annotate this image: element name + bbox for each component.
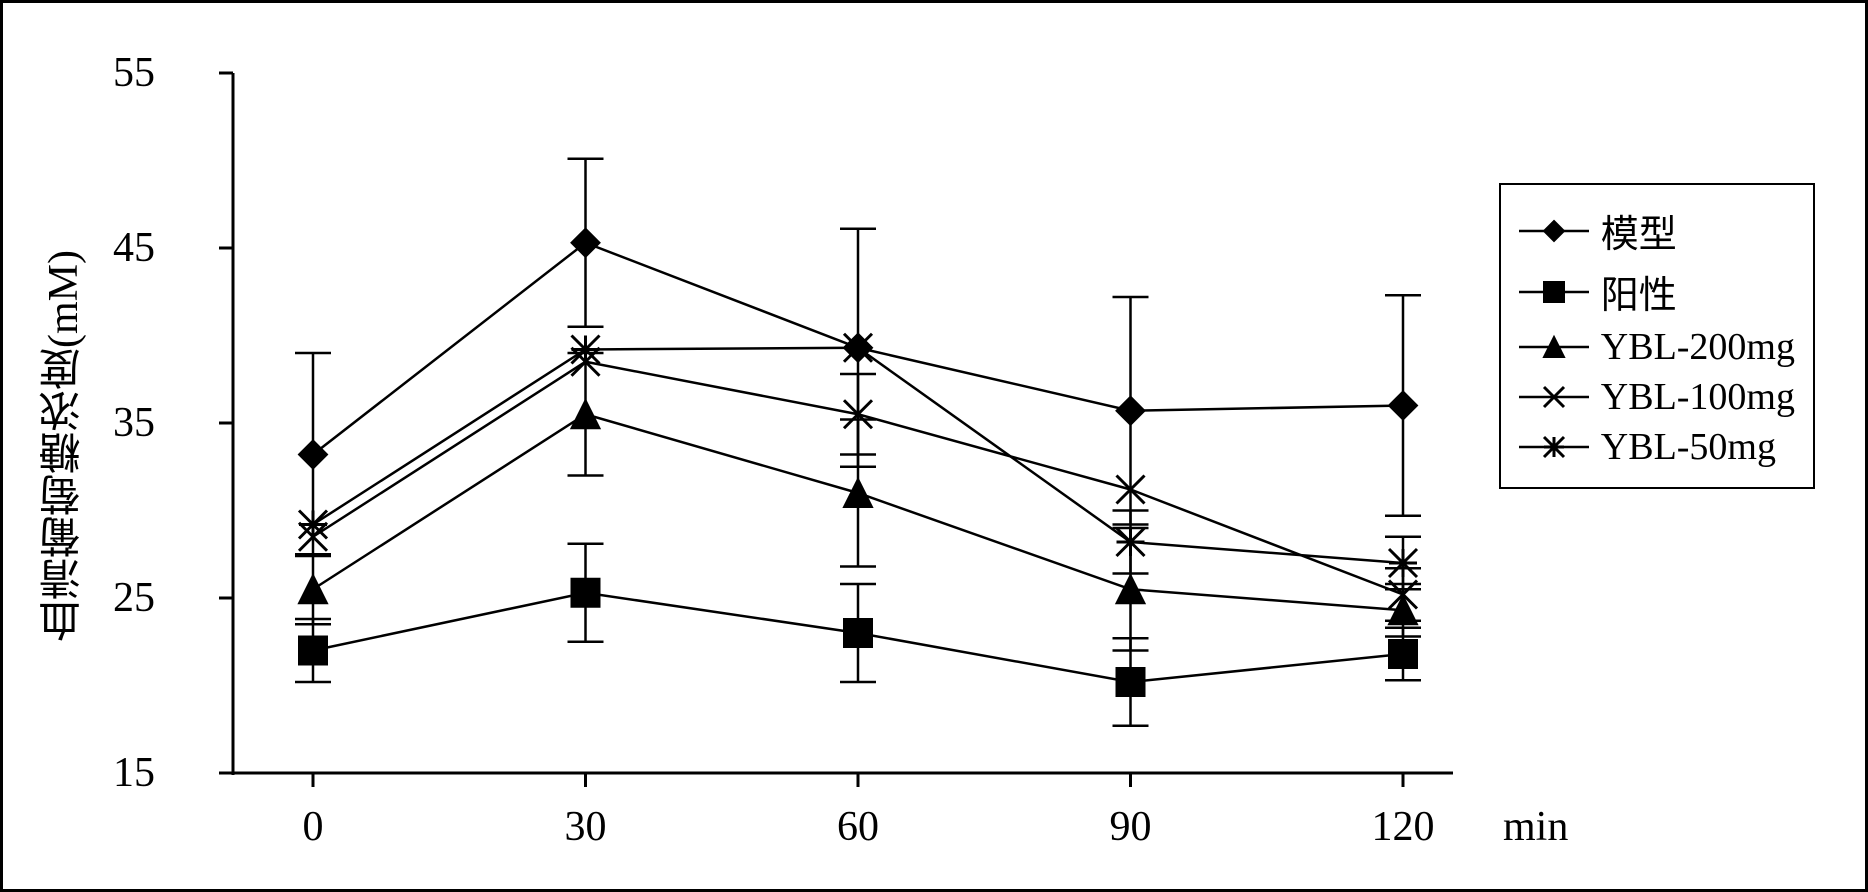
legend: 模型阳性 YBL-200mg YBL-100mg YBL-50mg (1499, 183, 1815, 489)
legend-label: 模型 (1601, 203, 1677, 258)
chart-container: 血清葡萄糖浓度(mM) 15 25 35 45 55 0 30 60 90 120 min 模型… (0, 0, 1868, 892)
y-tick-label: 45 (113, 224, 155, 272)
legend-swatch (1519, 277, 1589, 307)
legend-item: 模型 (1519, 203, 1795, 258)
y-axis-label: 血清葡萄糖浓度(mM) (33, 250, 94, 642)
legend-item: YBL-50mg (1519, 425, 1795, 469)
legend-label: 阳性 (1601, 264, 1677, 319)
plot-area (183, 63, 1463, 783)
y-tick-label: 25 (113, 574, 155, 622)
x-tick-label: 60 (837, 803, 879, 851)
legend-item: YBL-100mg (1519, 375, 1795, 419)
legend-item: YBL-200mg (1519, 325, 1795, 369)
x-tick-label: 120 (1372, 803, 1435, 851)
legend-swatch (1519, 216, 1589, 246)
y-tick-label: 55 (113, 49, 155, 97)
legend-label: YBL-200mg (1601, 325, 1795, 369)
legend-label: YBL-50mg (1601, 425, 1776, 469)
legend-swatch (1519, 382, 1589, 412)
legend-swatch (1519, 332, 1589, 362)
legend-swatch (1519, 432, 1589, 462)
x-tick-label: 30 (565, 803, 607, 851)
x-tick-label: 90 (1110, 803, 1152, 851)
y-tick-label: 15 (113, 749, 155, 797)
x-tick-label: 0 (303, 803, 324, 851)
plot-svg (183, 63, 1463, 783)
x-axis-unit: min (1503, 803, 1568, 851)
y-tick-label: 35 (113, 399, 155, 447)
legend-item: 阳性 (1519, 264, 1795, 319)
legend-label: YBL-100mg (1601, 375, 1795, 419)
